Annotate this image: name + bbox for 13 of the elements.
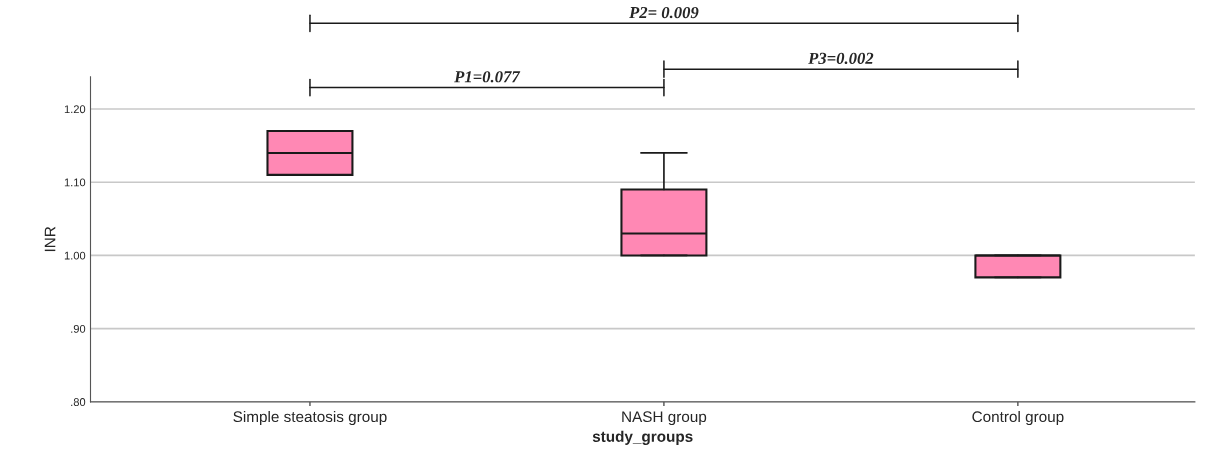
x-tick-label: Simple steatosis group <box>233 410 387 426</box>
y-axis-title: INR <box>44 226 56 252</box>
y-tick-label: .90 <box>71 324 86 333</box>
x-tick-label: Control group <box>972 410 1064 426</box>
x-tick-label: NASH group <box>622 411 707 426</box>
y-tick-label: 1.00 <box>64 251 86 260</box>
y-tick-label: 1.10 <box>64 178 86 187</box>
x-axis-title: study_groups <box>592 430 693 445</box>
y-tick-label: 1.20 <box>64 105 86 114</box>
annotation: P1=0.077 <box>454 71 521 83</box>
text: P2= 0.009 <box>629 6 699 19</box>
y-tick-label: .80 <box>71 398 86 406</box>
text: P3=0.002 <box>808 52 874 65</box>
